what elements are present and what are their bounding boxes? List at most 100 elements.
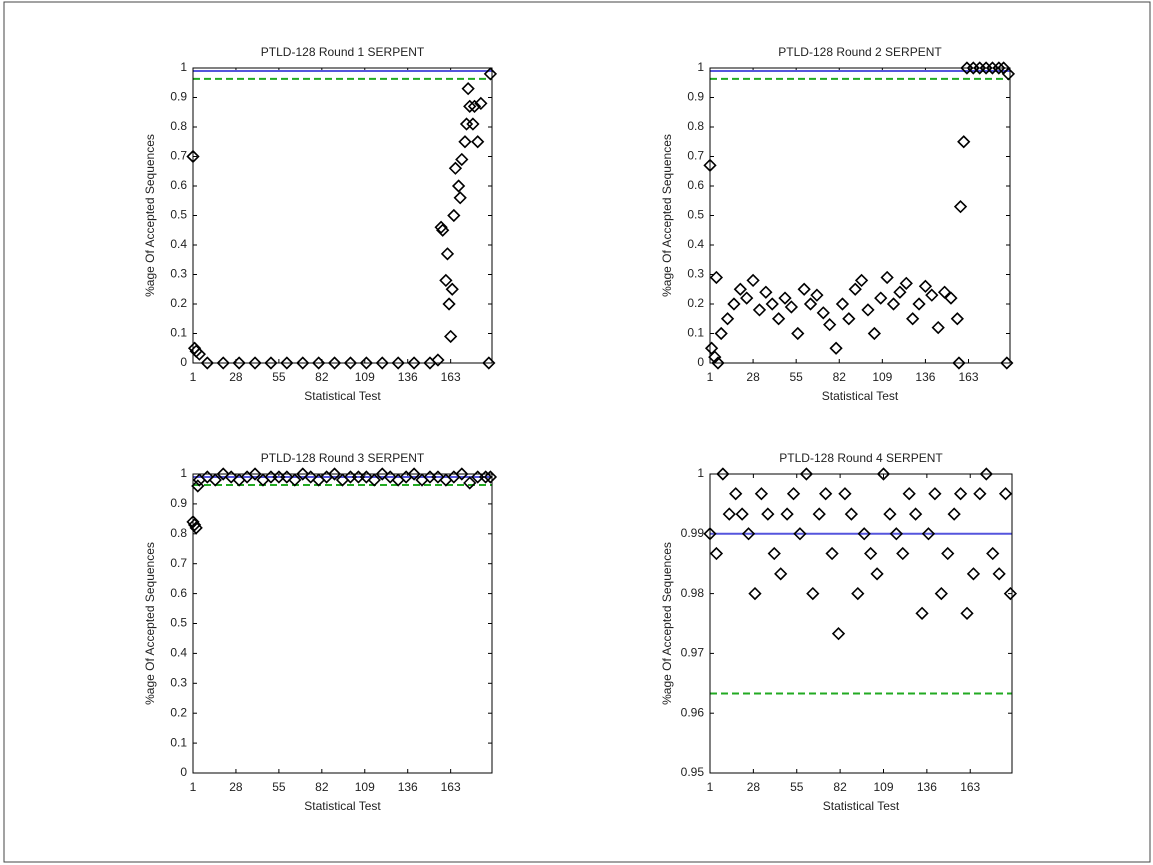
marker — [854, 273, 869, 288]
marker — [232, 356, 246, 370]
frame — [3, 1, 1151, 863]
y-tick-label: 0.3 — [170, 267, 187, 281]
marker — [375, 356, 389, 370]
marker — [224, 470, 238, 484]
y-tick-label: 0.6 — [170, 178, 187, 192]
x-tick-label: 28 — [229, 780, 243, 794]
y-tick-label: 0.8 — [687, 119, 704, 133]
marker — [431, 470, 445, 484]
marker — [893, 285, 907, 299]
marker — [819, 487, 833, 501]
x-tick-label: 109 — [355, 370, 375, 384]
x-tick-label: 28 — [229, 370, 243, 384]
marker — [483, 67, 498, 81]
y-tick-label: 0.4 — [687, 237, 704, 251]
marker — [407, 467, 421, 481]
marker — [870, 567, 884, 581]
marker — [979, 467, 993, 481]
marker — [774, 567, 788, 581]
y-tick-label: 0.1 — [170, 326, 187, 340]
y-tick-label: 0 — [180, 355, 187, 369]
marker — [280, 470, 294, 484]
marker — [953, 200, 968, 214]
y-tick-label: 0.3 — [170, 675, 187, 689]
marker — [918, 279, 933, 293]
x-axis-label: Statistical Test — [822, 389, 899, 403]
marker — [998, 487, 1013, 501]
marker — [280, 356, 294, 370]
marker — [216, 467, 230, 481]
marker — [754, 487, 769, 501]
x-tick-label: 109 — [355, 780, 375, 794]
marker — [455, 152, 469, 167]
marker — [810, 288, 824, 302]
marker — [467, 99, 482, 113]
marker — [992, 61, 1006, 75]
marker — [746, 273, 760, 288]
y-tick-label: 0.3 — [687, 267, 704, 281]
marker — [857, 527, 871, 541]
marker — [780, 507, 794, 521]
x-tick-label: 109 — [873, 780, 893, 794]
marker — [947, 507, 961, 521]
x-tick-label: 1 — [707, 780, 714, 794]
x-tick-label: 82 — [833, 780, 847, 794]
marker — [439, 273, 453, 288]
marker — [709, 546, 724, 561]
x-tick-label: 82 — [315, 780, 329, 794]
x-tick-label: 163 — [441, 780, 461, 794]
marker — [1001, 67, 1016, 81]
x-tick-label: 1 — [707, 370, 714, 384]
marker — [851, 586, 865, 601]
marker — [759, 285, 773, 299]
marker — [786, 487, 801, 501]
y-tick-label: 0.2 — [687, 296, 704, 310]
marker — [248, 356, 262, 370]
x-tick-label: 1 — [190, 370, 197, 384]
x-tick-label: 55 — [790, 780, 804, 794]
y-tick-label: 0.6 — [170, 586, 187, 600]
marker — [765, 297, 779, 311]
x-tick-label: 136 — [915, 370, 935, 384]
marker — [880, 270, 894, 285]
marker — [925, 288, 939, 302]
subplot-title: PTLD-128 Round 1 SERPENT — [261, 45, 425, 59]
marker — [748, 586, 762, 601]
marker — [842, 312, 856, 326]
marker — [442, 297, 456, 311]
marker — [312, 356, 326, 370]
marker — [784, 300, 799, 314]
marker — [208, 473, 222, 487]
marker — [797, 282, 811, 296]
y-tick-label: 0.2 — [170, 296, 187, 310]
y-tick-label: 0.99 — [681, 526, 705, 540]
marker — [896, 546, 910, 561]
marker — [463, 476, 477, 490]
marker — [288, 473, 302, 487]
marker — [992, 567, 1006, 581]
marker — [1003, 586, 1018, 601]
marker — [957, 135, 971, 149]
marker — [966, 567, 981, 581]
x-tick-label: 136 — [917, 780, 937, 794]
x-tick-label: 136 — [398, 370, 418, 384]
y-tick-label: 0.9 — [687, 90, 704, 104]
y-tick-label: 0.97 — [681, 646, 705, 660]
marker — [343, 356, 358, 370]
marker — [444, 329, 458, 344]
y-tick-label: 0.5 — [170, 616, 187, 630]
marker — [391, 356, 405, 370]
y-tick-label: 0.98 — [681, 586, 705, 600]
marker — [327, 356, 342, 370]
marker — [296, 356, 310, 370]
marker — [861, 303, 875, 317]
marker — [466, 117, 480, 131]
y-tick-label: 0.4 — [170, 237, 187, 251]
marker — [915, 606, 929, 620]
marker — [823, 318, 837, 332]
y-tick-label: 0.5 — [687, 208, 704, 222]
x-tick-label: 136 — [398, 780, 418, 794]
marker — [799, 467, 814, 481]
marker — [440, 247, 455, 261]
y-tick-label: 0.4 — [170, 646, 187, 660]
